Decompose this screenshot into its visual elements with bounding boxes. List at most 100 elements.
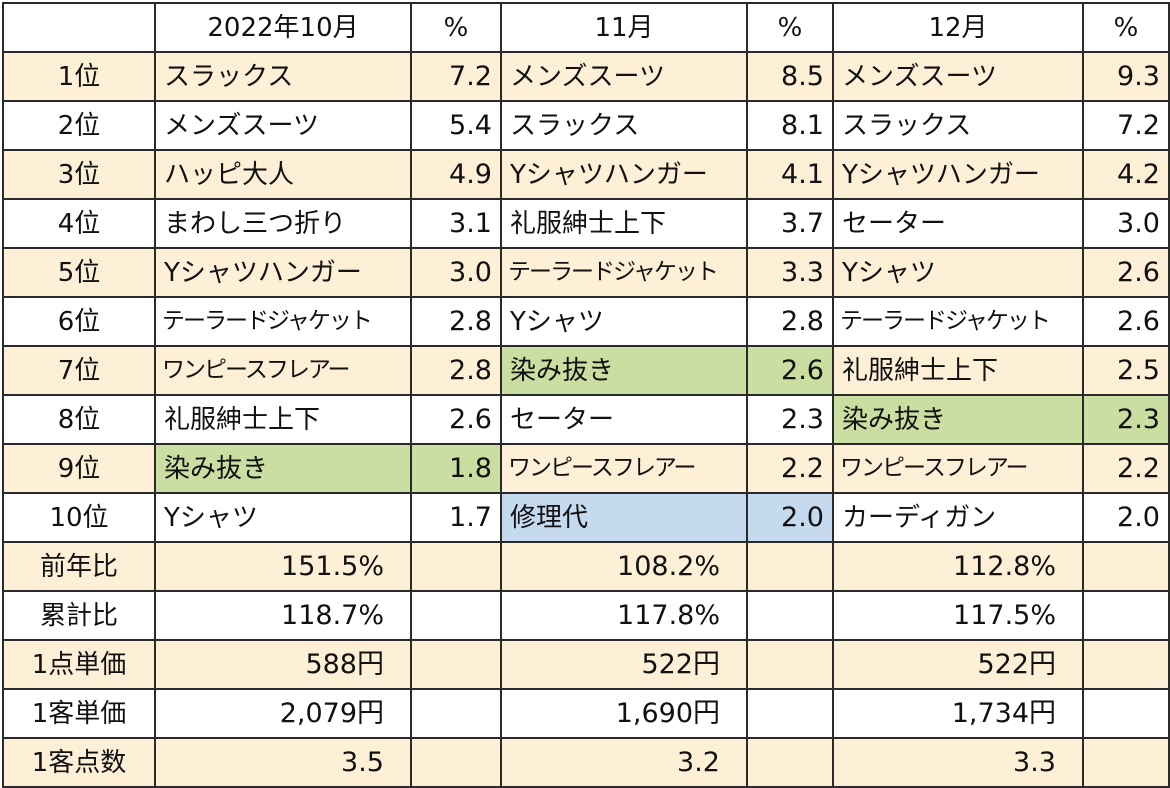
rank-label: 3位: [2, 149, 156, 200]
header-oct-pct: %: [410, 2, 502, 53]
summary-nov-value: 3.2: [500, 737, 748, 788]
nov-item: Yシャツ: [500, 296, 748, 347]
rank-label: 9位: [2, 443, 156, 494]
oct-pct: 5.4: [410, 100, 502, 151]
summary-empty-cell: [410, 639, 502, 690]
header-row: 2022年10月 % 11月 % 12月 %: [2, 2, 1170, 53]
rank-row: 2位 メンズスーツ 5.4 スラックス 8.1 スラックス 7.2: [2, 100, 1170, 151]
summary-empty-cell: [746, 541, 834, 592]
summary-label: 1客単価: [2, 688, 156, 739]
summary-dec-value: 117.5%: [832, 590, 1084, 641]
summary-dec-value: 3.3: [832, 737, 1084, 788]
nov-item: Yシャツハンガー: [500, 149, 748, 200]
oct-item: ワンピースフレアー: [154, 345, 412, 396]
summary-dec-value: 112.8%: [832, 541, 1084, 592]
rank-row: 8位 礼服紳士上下 2.6 セーター 2.3 染み抜き 2.3: [2, 394, 1170, 445]
oct-pct: 3.0: [410, 247, 502, 298]
rank-row: 4位 まわし三つ折り 3.1 礼服紳士上下 3.7 セーター 3.0: [2, 198, 1170, 249]
nov-pct: 3.7: [746, 198, 834, 249]
oct-pct: 2.8: [410, 345, 502, 396]
dec-item: セーター: [832, 198, 1084, 249]
rank-row: 5位 Yシャツハンガー 3.0 テーラードジャケット 3.3 Yシャツ 2.6: [2, 247, 1170, 298]
rank-label: 7位: [2, 345, 156, 396]
header-dec-pct: %: [1082, 2, 1170, 53]
summary-label: 1点単価: [2, 639, 156, 690]
dec-pct: 3.0: [1082, 198, 1170, 249]
nov-item-repair: 修理代: [500, 492, 748, 543]
header-dec: 12月: [832, 2, 1084, 53]
dec-pct: 9.3: [1082, 51, 1170, 102]
oct-pct: 1.7: [410, 492, 502, 543]
rank-row: 1位 スラックス 7.2 メンズスーツ 8.5 メンズスーツ 9.3: [2, 51, 1170, 102]
summary-nov-value: 1,690円: [500, 688, 748, 739]
summary-oct-value: 588円: [154, 639, 412, 690]
summary-row: 1点単価 588円 522円 522円: [2, 639, 1170, 690]
rank-row: 10位 Yシャツ 1.7 修理代 2.0 カーディガン 2.0: [2, 492, 1170, 543]
summary-oct-value: 2,079円: [154, 688, 412, 739]
dec-pct: 7.2: [1082, 100, 1170, 151]
summary-oct-value: 3.5: [154, 737, 412, 788]
nov-pct: 2.8: [746, 296, 834, 347]
oct-pct: 2.6: [410, 394, 502, 445]
nov-item-stain-removal: 染み抜き: [500, 345, 748, 396]
rank-label: 1位: [2, 51, 156, 102]
nov-item: スラックス: [500, 100, 748, 151]
summary-label: 1客点数: [2, 737, 156, 788]
nov-pct: 2.2: [746, 443, 834, 494]
summary-oct-value: 118.7%: [154, 590, 412, 641]
nov-item: セーター: [500, 394, 748, 445]
oct-item: Yシャツ: [154, 492, 412, 543]
oct-item: スラックス: [154, 51, 412, 102]
summary-label: 累計比: [2, 590, 156, 641]
rank-label: 6位: [2, 296, 156, 347]
dec-item: テーラードジャケット: [832, 296, 1084, 347]
summary-empty-cell: [746, 737, 834, 788]
oct-item: テーラードジャケット: [154, 296, 412, 347]
nov-pct: 4.1: [746, 149, 834, 200]
dec-pct-stain-removal: 2.3: [1082, 394, 1170, 445]
oct-item: Yシャツハンガー: [154, 247, 412, 298]
rank-label: 8位: [2, 394, 156, 445]
dec-item-stain-removal: 染み抜き: [832, 394, 1084, 445]
oct-pct: 7.2: [410, 51, 502, 102]
nov-item: ワンピースフレアー: [500, 443, 748, 494]
summary-empty-cell: [410, 590, 502, 641]
dec-item: 礼服紳士上下: [832, 345, 1084, 396]
header-nov: 11月: [500, 2, 748, 53]
summary-empty-cell: [1082, 639, 1170, 690]
oct-item: ハッピ大人: [154, 149, 412, 200]
rank-label: 5位: [2, 247, 156, 298]
oct-pct: 4.9: [410, 149, 502, 200]
oct-item: 礼服紳士上下: [154, 394, 412, 445]
nov-pct: 8.1: [746, 100, 834, 151]
rank-label: 2位: [2, 100, 156, 151]
dec-pct: 2.0: [1082, 492, 1170, 543]
dec-item: スラックス: [832, 100, 1084, 151]
oct-pct-stain-removal: 1.8: [410, 443, 502, 494]
summary-empty-cell: [1082, 688, 1170, 739]
header-corner: [2, 2, 156, 53]
rank-row: 6位 テーラードジャケット 2.8 Yシャツ 2.8 テーラードジャケット 2.…: [2, 296, 1170, 347]
summary-empty-cell: [746, 688, 834, 739]
oct-item-stain-removal: 染み抜き: [154, 443, 412, 494]
summary-nov-value: 108.2%: [500, 541, 748, 592]
rank-row: 9位 染み抜き 1.8 ワンピースフレアー 2.2 ワンピースフレアー 2.2: [2, 443, 1170, 494]
summary-empty-cell: [746, 639, 834, 690]
dec-item: カーディガン: [832, 492, 1084, 543]
oct-pct: 2.8: [410, 296, 502, 347]
summary-oct-value: 151.5%: [154, 541, 412, 592]
dec-item: Yシャツ: [832, 247, 1084, 298]
nov-item: テーラードジャケット: [500, 247, 748, 298]
dec-pct: 2.2: [1082, 443, 1170, 494]
dec-item: メンズスーツ: [832, 51, 1084, 102]
summary-label: 前年比: [2, 541, 156, 592]
nov-pct: 2.3: [746, 394, 834, 445]
summary-row: 累計比 118.7% 117.8% 117.5%: [2, 590, 1170, 641]
summary-row: 1客単価 2,079円 1,690円 1,734円: [2, 688, 1170, 739]
dec-pct: 4.2: [1082, 149, 1170, 200]
oct-pct: 3.1: [410, 198, 502, 249]
oct-item: まわし三つ折り: [154, 198, 412, 249]
summary-empty-cell: [410, 541, 502, 592]
rank-row: 3位 ハッピ大人 4.9 Yシャツハンガー 4.1 Yシャツハンガー 4.2: [2, 149, 1170, 200]
